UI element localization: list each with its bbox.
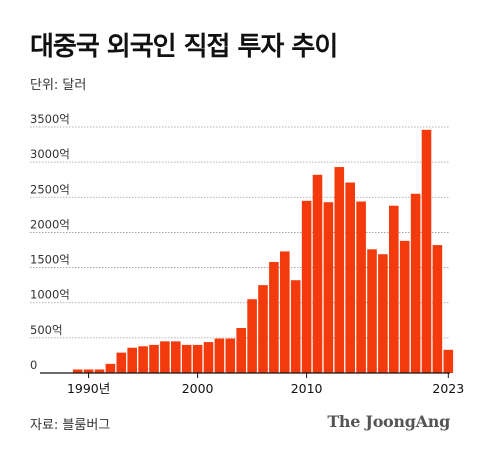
y-tick-label: 3000억: [30, 147, 70, 161]
bar-1993: [116, 352, 127, 373]
y-tick-label: 1500억: [30, 253, 70, 267]
y-tick-label: 3500억: [30, 112, 70, 126]
bar-1995: [138, 346, 148, 373]
page-title: 대중국 외국인 직접 투자 추이: [30, 32, 338, 62]
unit-label: 단위: 달러: [30, 78, 87, 93]
bar-1992: [105, 363, 116, 373]
y-tick-labels: 0 500억 1000억 1500억 2000억 2500억 3000억 3500억: [30, 112, 70, 372]
bar-2020: [410, 193, 421, 373]
bar-2012: [323, 202, 334, 373]
bar-2005: [247, 299, 257, 373]
bar-1991: [94, 369, 105, 373]
bar-1990: [83, 369, 94, 373]
bar-2023: [443, 349, 454, 373]
bar-2003: [225, 338, 236, 373]
y-tick-label: 2000억: [30, 217, 70, 231]
y-tick-label: 500억: [30, 323, 63, 337]
bar-2000: [192, 344, 203, 373]
bar-1997: [160, 341, 170, 373]
bar-2007: [269, 261, 279, 373]
bar-2014: [345, 182, 355, 373]
x-tick-labels: 1990년 2000 2010 2023: [67, 381, 464, 396]
bar-2011: [312, 174, 323, 373]
bar-2018: [389, 205, 399, 373]
bar-2002: [214, 338, 225, 373]
bar-2015: [356, 201, 366, 373]
bar-2009: [290, 280, 301, 373]
bar-1999: [181, 344, 192, 373]
x-tick-label: 2023: [432, 381, 464, 396]
bar-2001: [203, 342, 214, 373]
source-note: 자료: 블룸버그: [30, 418, 111, 433]
bar-2004: [236, 328, 246, 373]
bar-2021: [421, 129, 432, 373]
bar-2022: [432, 245, 443, 373]
bar-2010: [301, 200, 312, 373]
bars: [72, 129, 454, 373]
bar-2013: [334, 167, 345, 373]
y-tick-label: 1000억: [30, 288, 70, 302]
x-axis: [40, 372, 450, 378]
brand-logo: The JoongAng: [327, 412, 450, 431]
bar-2006: [258, 285, 268, 373]
bar-2008: [280, 251, 290, 373]
bar-1994: [127, 347, 137, 373]
bar-1998: [171, 341, 181, 373]
x-tick-label: 2000: [182, 381, 214, 396]
y-tick-label: 0: [30, 358, 37, 372]
bar-2016: [367, 249, 377, 373]
bar-1989: [72, 369, 83, 373]
y-tick-label: 2500억: [30, 182, 70, 196]
x-tick-label: 2010: [291, 381, 323, 396]
bar-2019: [399, 240, 410, 373]
x-tick-label: 1990년: [67, 381, 110, 396]
bar-2017: [378, 254, 388, 373]
bar-1996: [149, 344, 159, 373]
